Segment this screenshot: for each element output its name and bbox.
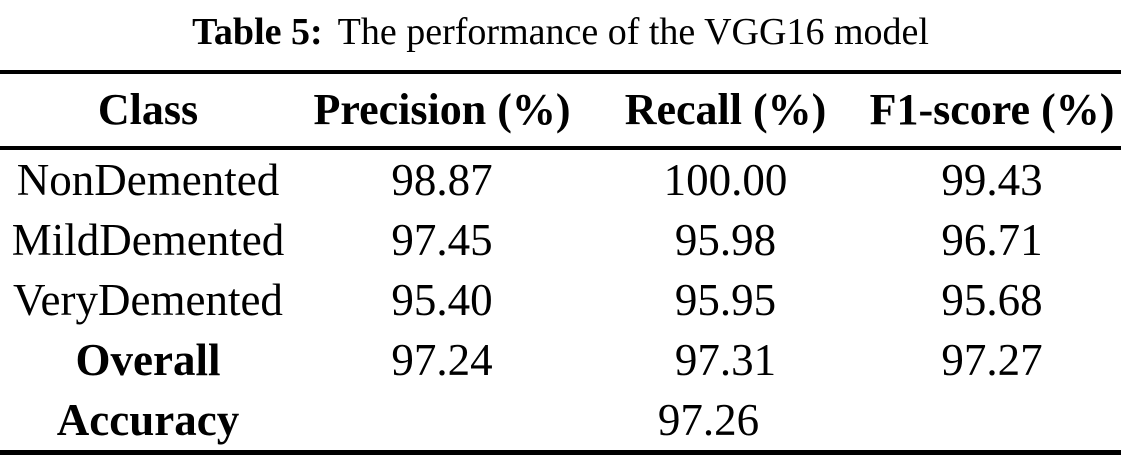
table-row-nondemented: NonDemented 98.87 100.00 99.43 xyxy=(0,148,1121,210)
col-header-recall: Recall (%) xyxy=(588,72,863,150)
cell-recall: 95.98 xyxy=(674,215,777,265)
table-body: NonDemented 98.87 100.00 99.43 MildDemen… xyxy=(0,148,1121,453)
caption-label: Table 5: xyxy=(192,11,323,53)
cell-accuracy-label: Accuracy xyxy=(56,395,240,445)
cell-f1: 96.71 xyxy=(941,215,1043,265)
cell-precision: 98.87 xyxy=(391,155,493,205)
cell-f1: 99.43 xyxy=(941,155,1043,205)
table-row-accuracy: Accuracy 97.26 xyxy=(0,390,1121,453)
cell-class: NonDemented xyxy=(16,155,280,205)
cell-class: VeryDemented xyxy=(13,275,283,325)
cell-precision: 95.40 xyxy=(391,275,493,325)
cell-precision: 97.24 xyxy=(391,335,493,385)
cell-accuracy-value: 97.26 xyxy=(657,395,760,445)
table-row-overall: Overall 97.24 97.31 97.27 xyxy=(0,330,1121,390)
caption-text: The performance of the VGG16 model xyxy=(337,11,929,53)
table-header: Class Precision (%) Recall (%) F1-score … xyxy=(0,72,1121,150)
col-header-class: Class xyxy=(0,72,296,150)
cell-f1: 95.68 xyxy=(941,275,1043,325)
cell-precision: 97.45 xyxy=(391,215,493,265)
header-row: Class Precision (%) Recall (%) F1-score … xyxy=(0,72,1121,150)
col-header-f1: F1-score (%) xyxy=(863,72,1121,150)
cell-class: MildDemented xyxy=(11,215,285,265)
cell-recall: 95.95 xyxy=(674,275,777,325)
cell-f1: 97.27 xyxy=(941,335,1043,385)
cell-recall: 100.00 xyxy=(663,155,788,205)
cell-recall: 97.31 xyxy=(674,335,777,385)
table-caption: Table 5: The performance of the VGG16 mod… xyxy=(0,0,1121,70)
table-row-verydemented: VeryDemented 95.40 95.95 95.68 xyxy=(0,270,1121,330)
col-header-precision: Precision (%) xyxy=(296,72,588,150)
cell-class: Overall xyxy=(75,335,221,385)
table-row-milddemented: MildDemented 97.45 95.98 96.71 xyxy=(0,210,1121,270)
performance-table: Class Precision (%) Recall (%) F1-score … xyxy=(0,70,1121,455)
